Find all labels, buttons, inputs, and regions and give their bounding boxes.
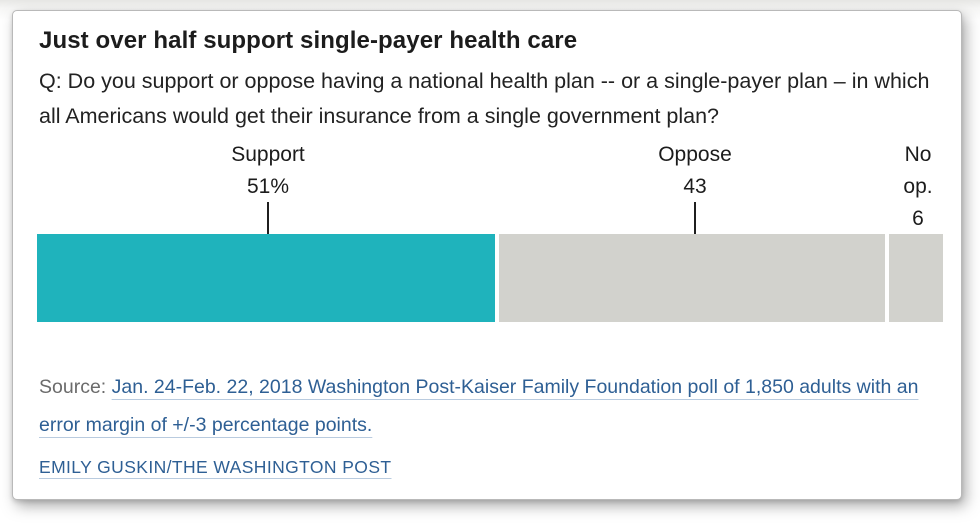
source-line: Source: Jan. 24-Feb. 22, 2018 Washington…	[39, 368, 955, 444]
support-category-label: Support	[231, 143, 305, 166]
bar-segment-oppose	[498, 234, 886, 322]
bar-segment-support	[37, 234, 495, 322]
callout-no-opinion: No op. 6	[894, 139, 942, 235]
oppose-value-label: 43	[683, 175, 707, 198]
support-value-label: 51%	[246, 175, 290, 198]
chart-title: Just over half support single-payer heal…	[39, 27, 578, 54]
stacked-bar	[37, 234, 943, 322]
bar-segment-no-opinion	[889, 234, 943, 322]
poll-question-text: Q: Do you support or oppose having a nat…	[39, 69, 930, 128]
callout-oppose: Oppose 43	[635, 139, 755, 203]
oppose-category-label: Oppose	[658, 143, 732, 166]
source-prefix-label: Source:	[39, 376, 107, 398]
callout-support: Support 51%	[208, 139, 328, 203]
chart-card: Just over half support single-payer heal…	[12, 10, 962, 500]
byline-link[interactable]: EMILY GUSKIN/THE WASHINGTON POST	[39, 457, 392, 477]
no-opinion-value-label: 6	[912, 207, 924, 230]
no-opinion-category-label: No op.	[903, 143, 933, 198]
source-link[interactable]: Jan. 24-Feb. 22, 2018 Washington Post-Ka…	[39, 376, 919, 436]
